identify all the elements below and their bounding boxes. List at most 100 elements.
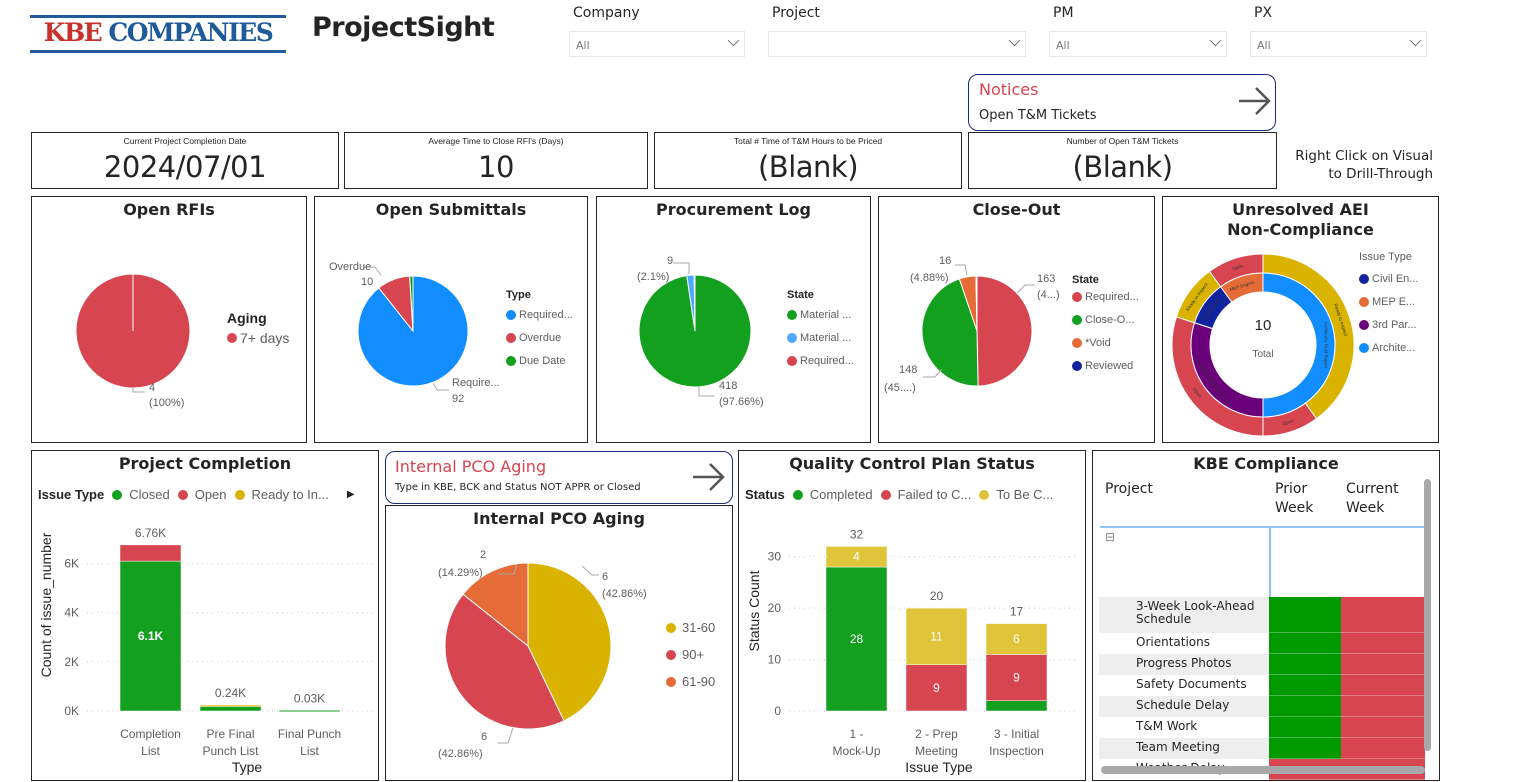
prior-week-status-cell[interactable] xyxy=(1269,717,1341,738)
bar-segment[interactable] xyxy=(119,544,182,562)
prior-week-status-cell[interactable] xyxy=(1269,696,1341,717)
vertical-scrollbar[interactable] xyxy=(1424,479,1431,751)
current-week-status-cell[interactable] xyxy=(1341,717,1425,738)
legend-item[interactable]: 7+ days xyxy=(227,330,289,346)
column-header-prior-week[interactable]: Prior Week xyxy=(1275,481,1314,516)
bar-segment[interactable] xyxy=(985,623,1048,655)
pie-slice[interactable] xyxy=(921,278,979,387)
prior-week-status-cell[interactable] xyxy=(1269,738,1341,759)
column-header-project[interactable]: Project xyxy=(1105,481,1153,497)
bar-segment[interactable] xyxy=(905,664,968,712)
bar-segment[interactable] xyxy=(825,566,888,712)
pie-slice[interactable] xyxy=(975,275,978,332)
pie-slice[interactable] xyxy=(527,562,612,722)
internal-pco-aging-button[interactable]: Internal PCO Aging Type in KBE, BCK and … xyxy=(385,451,733,504)
legend-item[interactable]: Required... xyxy=(1072,291,1139,303)
bar-segment[interactable] xyxy=(985,700,1048,712)
current-week-status-cell[interactable] xyxy=(1341,675,1425,696)
legend-dot xyxy=(506,333,516,343)
bar-segment[interactable] xyxy=(905,607,968,665)
current-week-status-cell[interactable] xyxy=(1341,738,1425,759)
current-week-status-cell[interactable] xyxy=(1341,597,1425,633)
chart-title: Project Completion xyxy=(118,454,292,473)
kpi-avg-rfi-close[interactable]: Average Time to Close RFI's (Days) 10 xyxy=(344,132,648,189)
compliance-row[interactable]: T&M Work xyxy=(1099,717,1425,738)
column-header-current-week[interactable]: Current Week xyxy=(1346,481,1399,516)
horizontal-scrollbar[interactable] xyxy=(1101,766,1425,774)
pm-filter-dropdown[interactable]: All xyxy=(1049,31,1227,57)
legend-item[interactable]: Overdue xyxy=(506,332,573,344)
legend-item[interactable]: 31-60 xyxy=(666,620,715,635)
legend-item[interactable]: Reviewed xyxy=(1072,360,1139,372)
compliance-row[interactable]: Team Meeting xyxy=(1099,738,1425,759)
bar-segment[interactable] xyxy=(985,654,1048,701)
current-week-status-cell[interactable] xyxy=(1341,633,1425,654)
legend-item[interactable]: 90+ xyxy=(666,647,715,662)
legend-item[interactable]: *Void xyxy=(1072,337,1139,349)
legend-label[interactable]: Ready to In... xyxy=(251,487,329,502)
compliance-row[interactable]: 3-Week Look-Ahead Schedule xyxy=(1099,597,1425,633)
close-out-chart[interactable]: Close-Out 16 (4.88%) 163 (4...) 148 (45.… xyxy=(878,196,1155,443)
pie-slice[interactable] xyxy=(976,275,1033,387)
legend-label[interactable]: Closed xyxy=(129,487,170,502)
legend-label[interactable]: Open xyxy=(194,487,227,502)
prior-week-status-cell[interactable] xyxy=(1269,675,1341,696)
legend-item[interactable]: 3rd Par... xyxy=(1359,319,1418,331)
prior-week-status-cell[interactable] xyxy=(1269,597,1341,633)
bar-segment[interactable] xyxy=(119,560,182,712)
legend-dot xyxy=(666,622,676,633)
prior-week-status-cell[interactable] xyxy=(1269,654,1341,675)
pie-slice[interactable] xyxy=(75,273,191,389)
legend-item[interactable]: Close-O... xyxy=(1072,314,1139,326)
legend-label[interactable]: Completed xyxy=(809,487,873,502)
compliance-row[interactable]: Orientations xyxy=(1099,633,1425,654)
pie-slice[interactable] xyxy=(444,593,565,730)
current-week-status-cell[interactable] xyxy=(1341,696,1425,717)
legend-label[interactable]: Failed to C... xyxy=(897,487,972,502)
kpi-open-tm-tickets[interactable]: Number of Open T&M Tickets (Blank) xyxy=(968,132,1277,189)
legend-item[interactable]: 61-90 xyxy=(666,674,715,689)
current-week-status-cell[interactable] xyxy=(1341,654,1425,675)
compliance-row[interactable]: Safety Documents xyxy=(1099,675,1425,696)
legend-item[interactable]: Due Date xyxy=(506,355,573,367)
kbe-compliance-matrix[interactable]: KBE Compliance Project Prior Week Curren… xyxy=(1092,450,1440,781)
bar-segment[interactable] xyxy=(278,710,341,713)
legend-item[interactable]: Required... xyxy=(506,309,573,321)
compliance-row[interactable]: Progress Photos xyxy=(1099,654,1425,675)
collapse-icon[interactable]: ⊟ xyxy=(1105,530,1116,544)
company-filter-dropdown[interactable]: All xyxy=(569,31,745,57)
data-label: (45....) xyxy=(884,382,916,394)
legend-item[interactable]: Material ... xyxy=(787,309,854,321)
procurement-log-chart[interactable]: Procurement Log 9 (2.1%) 418 (97.66%) St… xyxy=(596,196,871,443)
pie-slice[interactable] xyxy=(693,274,696,332)
compliance-row[interactable]: Schedule Delay xyxy=(1099,696,1425,717)
legend-item[interactable]: Required... xyxy=(787,355,854,367)
legend-label: 61-90 xyxy=(682,674,716,689)
legend-next-arrow-icon[interactable]: ▶ xyxy=(346,489,355,500)
kpi-completion-date[interactable]: Current Project Completion Date 2024/07/0… xyxy=(31,132,339,189)
open-rfis-chart[interactable]: Open RFIs 4 (100%) Aging 7+ days xyxy=(31,196,307,443)
legend-item[interactable]: Archite... xyxy=(1359,342,1418,354)
quality-control-plan-chart[interactable]: Quality Control Plan Status Status Compl… xyxy=(738,450,1086,781)
unresolved-aei-chart[interactable]: Unresolved AEI Non-Compliance Ready to In… xyxy=(1162,196,1439,443)
project-filter-dropdown[interactable] xyxy=(768,31,1026,57)
prior-week-status-cell[interactable] xyxy=(1269,633,1341,654)
bar-segment[interactable] xyxy=(199,704,262,707)
legend-item[interactable]: Civil En... xyxy=(1359,273,1418,285)
kpi-tm-hours[interactable]: Total # Time of T&M Hours to be Priced (B… xyxy=(654,132,962,189)
project-completion-chart[interactable]: Project Completion Issue Type Closed Ope… xyxy=(31,450,379,781)
bar-segment[interactable] xyxy=(825,546,888,568)
legend-item[interactable]: MEP E... xyxy=(1359,296,1418,308)
row-label: 3-Week Look-Ahead Schedule xyxy=(1099,597,1269,633)
internal-pco-aging-chart[interactable]: Internal PCO Aging 2 (14.29%) 6 (42.86%)… xyxy=(385,505,733,781)
legend-label[interactable]: To Be C... xyxy=(996,487,1054,502)
px-filter-dropdown[interactable]: All xyxy=(1250,31,1427,57)
legend-dot xyxy=(787,310,797,320)
legend-item[interactable]: Material ... xyxy=(787,332,854,344)
pco-button-subtitle: Type in KBE, BCK and Status NOT APPR or … xyxy=(395,482,641,493)
pie-slice[interactable] xyxy=(409,275,414,332)
pie-slice[interactable] xyxy=(1219,272,1264,303)
pie-slice[interactable] xyxy=(462,562,529,648)
notices-button[interactable]: Notices Open T&M Tickets xyxy=(968,74,1276,131)
open-submittals-chart[interactable]: Open Submittals Overdue 10 Require... 92… xyxy=(314,196,588,443)
